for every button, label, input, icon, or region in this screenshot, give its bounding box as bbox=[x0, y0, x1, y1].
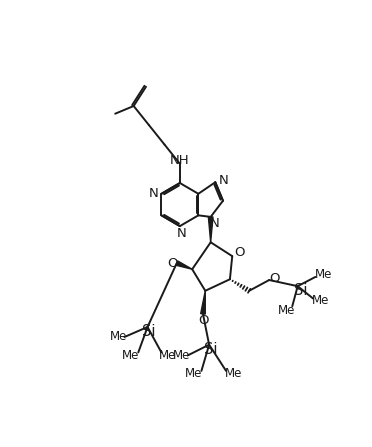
Text: Si: Si bbox=[294, 283, 308, 298]
Text: Me: Me bbox=[122, 349, 139, 362]
Text: Si: Si bbox=[142, 324, 156, 339]
Text: N: N bbox=[210, 216, 219, 230]
Text: O: O bbox=[269, 272, 280, 285]
Text: O: O bbox=[199, 313, 209, 327]
Polygon shape bbox=[176, 261, 192, 269]
Text: NH: NH bbox=[170, 154, 190, 167]
Polygon shape bbox=[201, 291, 205, 314]
Text: N: N bbox=[149, 187, 158, 200]
Text: Me: Me bbox=[314, 268, 332, 281]
Polygon shape bbox=[208, 217, 213, 242]
Text: Me: Me bbox=[312, 294, 330, 307]
Text: O: O bbox=[167, 257, 177, 270]
Text: Me: Me bbox=[110, 330, 127, 343]
Text: N: N bbox=[177, 227, 186, 240]
Text: Si: Si bbox=[204, 342, 217, 357]
Text: Me: Me bbox=[278, 304, 295, 317]
Text: Me: Me bbox=[173, 349, 190, 362]
Text: N: N bbox=[219, 174, 229, 187]
Text: O: O bbox=[234, 246, 244, 259]
Text: Me: Me bbox=[159, 349, 176, 362]
Text: Me: Me bbox=[225, 367, 243, 380]
Text: Me: Me bbox=[185, 367, 202, 380]
